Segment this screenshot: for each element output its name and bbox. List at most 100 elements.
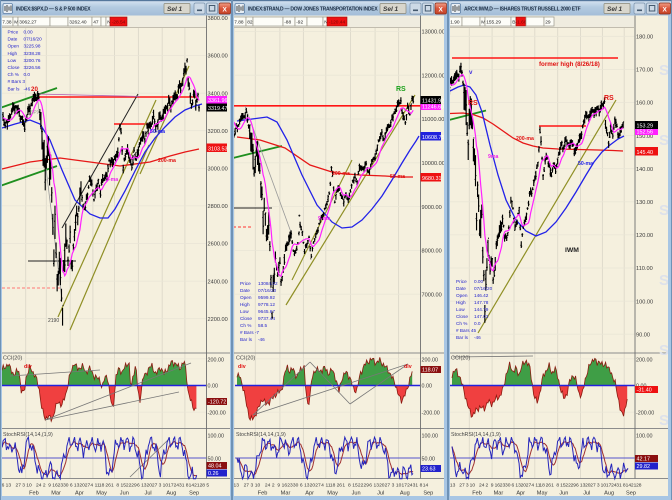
- svg-text:3000.00: 3000.00: [208, 167, 228, 173]
- svg-text:6: 6: [137, 483, 140, 489]
- svg-text:160.00: 160.00: [636, 101, 653, 107]
- svg-text:200.00: 200.00: [208, 357, 225, 363]
- svg-text:26: 26: [105, 483, 111, 489]
- svg-text:27: 27: [459, 483, 465, 489]
- svg-text:145.40: 145.40: [637, 150, 654, 156]
- svg-text:Jun: Jun: [352, 491, 361, 497]
- svg-text:0.00: 0.00: [474, 279, 484, 284]
- svg-text:10: 10: [396, 483, 402, 489]
- svg-text:13: 13: [515, 483, 521, 489]
- svg-text:-120.72: -120.72: [208, 400, 226, 406]
- svg-text:Aug: Aug: [604, 491, 614, 497]
- svg-text:Apr: Apr: [305, 491, 314, 497]
- svg-text:14: 14: [189, 483, 195, 489]
- svg-text:9: 9: [48, 483, 51, 489]
- svg-text:1: 1: [551, 483, 554, 489]
- svg-text:30: 30: [293, 483, 299, 489]
- svg-text:147.78: 147.78: [474, 300, 489, 305]
- svg-text:Date: Date: [456, 286, 466, 291]
- svg-text:11431.92: 11431.92: [422, 99, 444, 105]
- svg-text:13000.00: 13000.00: [422, 30, 445, 36]
- svg-text:0.00: 0.00: [422, 384, 433, 390]
- svg-text:22: 22: [565, 483, 571, 489]
- svg-text:S: S: [659, 412, 669, 429]
- svg-text:18: 18: [539, 483, 545, 489]
- svg-text:30: 30: [505, 483, 511, 489]
- svg-text:Apr: Apr: [516, 491, 525, 497]
- svg-text:200-ma: 200-ma: [158, 158, 176, 164]
- svg-text:-46: -46: [24, 86, 31, 91]
- svg-text:RS: RS: [468, 100, 478, 107]
- svg-text:28: 28: [636, 483, 642, 489]
- svg-text:200.00: 200.00: [636, 357, 653, 363]
- svg-text:3: 3: [466, 483, 469, 489]
- svg-text:Apr: Apr: [75, 491, 84, 497]
- svg-text:48.04: 48.04: [208, 464, 222, 470]
- svg-text:24: 24: [36, 483, 42, 489]
- svg-text:3200.76: 3200.76: [24, 58, 41, 63]
- svg-text:3226.56: 3226.56: [24, 65, 41, 70]
- svg-text:3: 3: [251, 483, 254, 489]
- svg-text:0.0: 0.0: [24, 72, 31, 77]
- svg-text:30: 30: [63, 483, 69, 489]
- svg-text:Feb: Feb: [258, 491, 268, 497]
- svg-text:Open: Open: [456, 293, 468, 298]
- svg-text:16: 16: [495, 483, 501, 489]
- svg-text:50-ma: 50-ma: [390, 174, 405, 180]
- svg-text:Price: Price: [8, 30, 19, 35]
- svg-text:07/16/20: 07/16/20: [474, 286, 493, 291]
- svg-text:29: 29: [545, 20, 551, 26]
- svg-text:50-ma: 50-ma: [578, 161, 593, 167]
- svg-text:10: 10: [26, 483, 32, 489]
- svg-text:110.00: 110.00: [636, 266, 653, 272]
- svg-text:29: 29: [571, 483, 577, 489]
- svg-text:-200.00: -200.00: [422, 410, 440, 416]
- svg-text:9680.31: 9680.31: [422, 176, 442, 182]
- svg-text:Low: Low: [8, 58, 17, 63]
- svg-text:29: 29: [363, 483, 369, 489]
- svg-text:07/16/20: 07/16/20: [258, 288, 277, 293]
- svg-text:13: 13: [141, 483, 147, 489]
- svg-text:RS: RS: [604, 95, 614, 102]
- svg-text:High: High: [8, 51, 18, 56]
- svg-text:7000.00: 7000.00: [422, 292, 442, 298]
- svg-text:-31.40: -31.40: [637, 388, 652, 394]
- svg-text:0.26: 0.26: [208, 471, 219, 477]
- svg-text:4: 4: [321, 483, 324, 489]
- svg-text:3238.28: 3238.28: [24, 51, 41, 56]
- svg-text:Bar ls: Bar ls: [240, 337, 253, 342]
- svg-text:10: 10: [255, 483, 261, 489]
- svg-text:div: div: [404, 364, 412, 370]
- svg-text:9: 9: [277, 483, 280, 489]
- svg-text:13: 13: [6, 483, 12, 489]
- svg-text:47: 47: [93, 20, 99, 26]
- svg-text:31: 31: [616, 483, 622, 489]
- svg-text:23.63: 23.63: [422, 467, 436, 473]
- svg-text:-200.00: -200.00: [636, 410, 654, 416]
- svg-text:100.00: 100.00: [422, 434, 439, 440]
- svg-text:14: 14: [423, 483, 429, 489]
- svg-text:2800.00: 2800.00: [208, 204, 228, 210]
- svg-text:152.56: 152.56: [637, 130, 654, 136]
- svg-text:8: 8: [556, 483, 559, 489]
- svg-text:8: 8: [420, 483, 423, 489]
- svg-text:120.00: 120.00: [636, 233, 653, 239]
- svg-text:6: 6: [576, 483, 579, 489]
- svg-text:2400.00: 2400.00: [208, 279, 228, 285]
- svg-text:147.03: 147.03: [474, 314, 489, 319]
- svg-text:27: 27: [85, 483, 91, 489]
- svg-text:S: S: [659, 342, 669, 359]
- svg-text:6: 6: [512, 483, 515, 489]
- svg-text:146.42: 146.42: [474, 293, 489, 298]
- svg-text:-46: -46: [258, 337, 265, 342]
- svg-text:13084.02: 13084.02: [258, 281, 278, 286]
- svg-text:24: 24: [479, 483, 485, 489]
- svg-text:13: 13: [233, 483, 239, 489]
- svg-text:5: 5: [206, 483, 209, 489]
- svg-text:Close: Close: [8, 65, 20, 70]
- svg-text:7.88: 7.88: [234, 20, 244, 26]
- svg-text:20: 20: [310, 483, 316, 489]
- svg-text:v: v: [469, 69, 473, 76]
- svg-text:42.17: 42.17: [637, 457, 651, 463]
- svg-text:20: 20: [146, 483, 152, 489]
